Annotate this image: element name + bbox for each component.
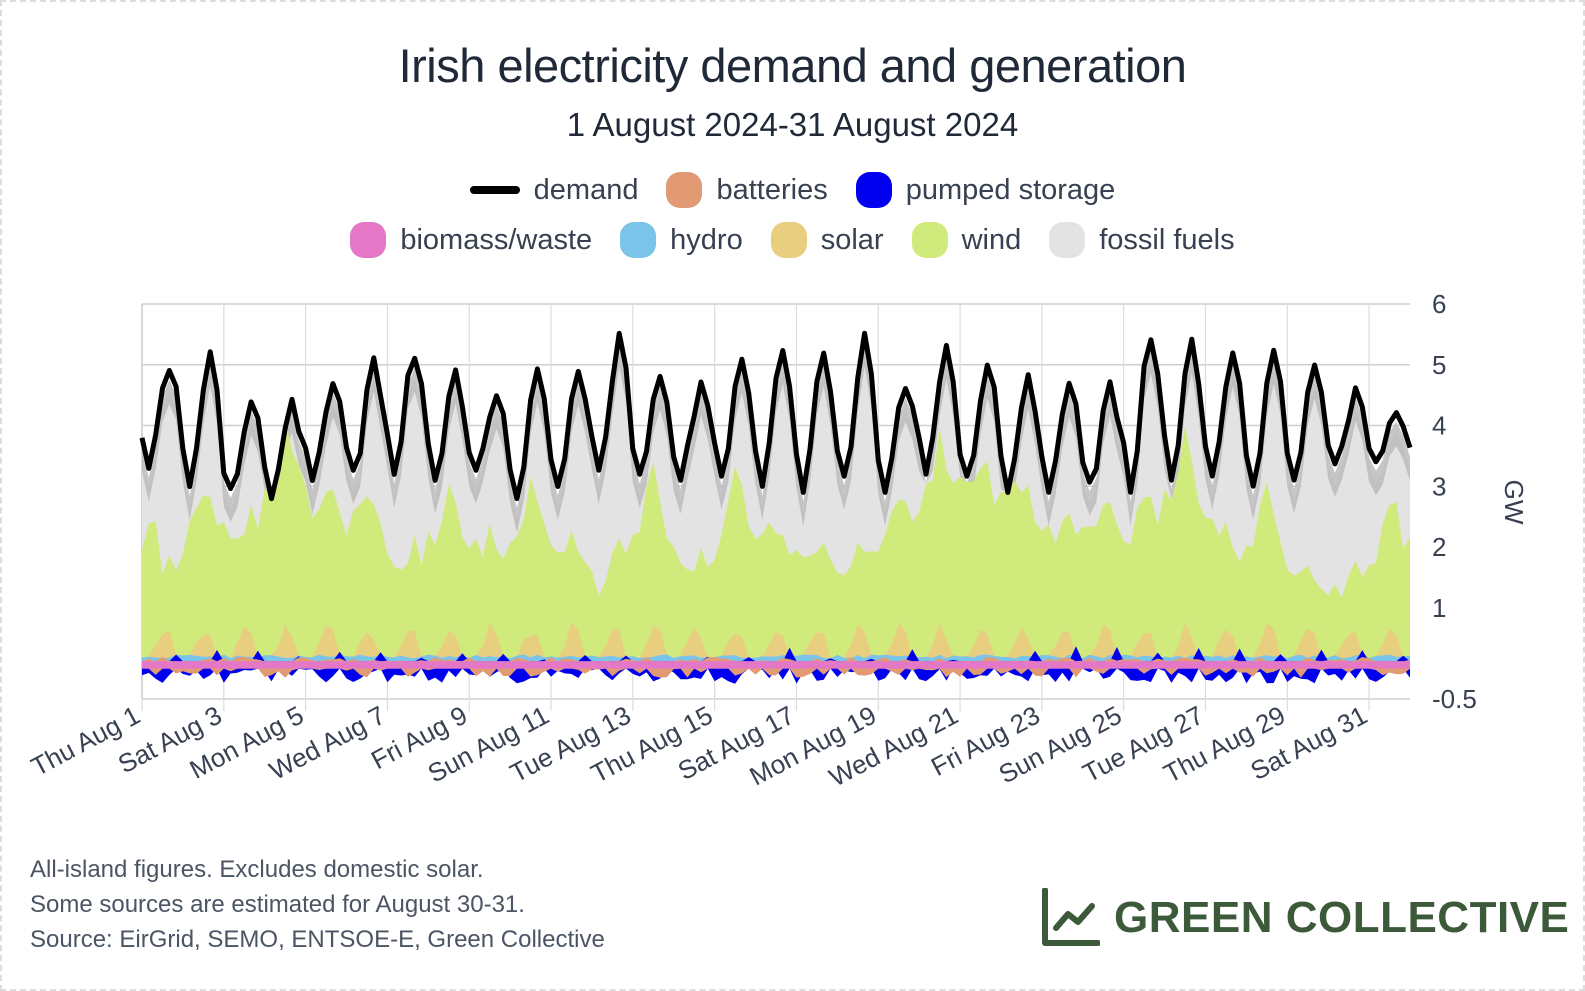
legend-swatch-batteries (666, 172, 703, 208)
biomass-waste-area (142, 661, 1410, 669)
footnotes: All-island figures. Excludes domestic so… (30, 852, 605, 957)
legend-item-batteries[interactable]: batteries (666, 172, 828, 208)
legend-swatch-wind (911, 222, 948, 258)
brand-name: GREEN COLLECTIVE (1114, 893, 1570, 942)
y-tick-label: 4 (1432, 411, 1446, 441)
footnote-1: All-island figures. Excludes domestic so… (30, 856, 484, 883)
legend-swatch-biomass (350, 222, 387, 258)
wind-area (142, 418, 1410, 669)
demand-line (139, 330, 1413, 502)
brand-logo[interactable]: GREEN COLLECTIVE (1040, 888, 1569, 948)
legend-row-1: demand batteries pumped storage (0, 172, 1585, 208)
legend-swatch-hydro (620, 222, 657, 258)
legend-label-solar: solar (820, 223, 884, 256)
legend-label-batteries: batteries (716, 173, 828, 206)
legend-item-demand[interactable]: demand (469, 173, 639, 207)
legend-item-fossil[interactable]: fossil fuels (1049, 222, 1235, 258)
y-tick-label: 2 (1432, 532, 1446, 562)
legend-row-2: biomass/waste hydro solar wind fossil fu… (0, 222, 1585, 258)
legend-item-solar[interactable]: solar (770, 222, 884, 258)
y-tick-label: 1 (1432, 593, 1446, 623)
chart-title: Irish electricity demand and generation (398, 39, 1187, 92)
legend-swatch-demand (469, 186, 520, 194)
line-chart-icon (1042, 888, 1100, 946)
legend-label-fossil: fossil fuels (1099, 223, 1235, 256)
footnote-3: Source: EirGrid, SEMO, ENTSOE-E, Green C… (30, 926, 605, 953)
legend-item-hydro[interactable]: hydro (620, 222, 743, 258)
y-tick-label: 5 (1432, 350, 1446, 380)
legend-label-hydro: hydro (670, 223, 743, 256)
legend-item-pumped-storage[interactable]: pumped storage (855, 172, 1116, 208)
footnote-2: Some sources are estimated for August 30… (30, 891, 525, 918)
y-tick-label: 6 (1432, 289, 1446, 319)
legend-item-biomass[interactable]: biomass/waste (350, 222, 592, 258)
y-tick-label: -0.5 (1432, 684, 1477, 714)
legend-swatch-solar (770, 222, 807, 258)
legend-label-pumped-storage: pumped storage (905, 173, 1116, 206)
y-tick-label: 3 (1432, 471, 1446, 501)
legend-label-demand: demand (533, 173, 639, 206)
chart-subtitle: 1 August 2024-31 August 2024 (566, 106, 1019, 143)
legend-swatch-fossil (1049, 222, 1086, 258)
legend-swatch-pumped-storage (855, 172, 892, 208)
fossil-fuels-edge-band (142, 342, 1410, 533)
legend-label-wind: wind (961, 223, 1022, 256)
legend-label-biomass: biomass/waste (400, 223, 593, 256)
y-axis-title: GW (1499, 480, 1529, 525)
legend-item-wind[interactable]: wind (911, 222, 1022, 258)
